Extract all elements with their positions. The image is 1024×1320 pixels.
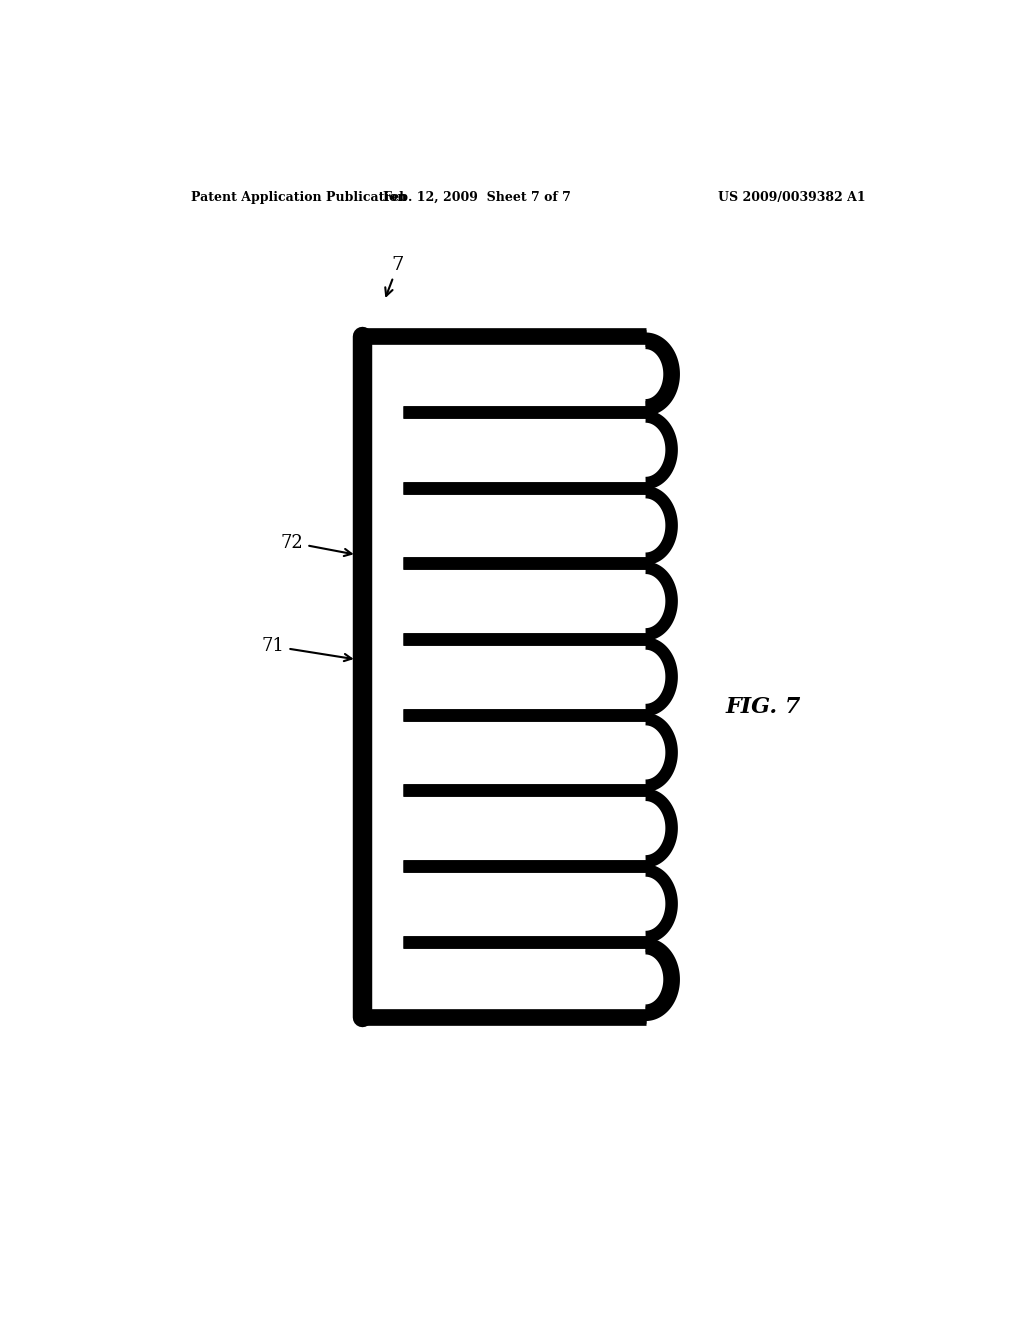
Text: Feb. 12, 2009  Sheet 7 of 7: Feb. 12, 2009 Sheet 7 of 7 <box>383 190 571 203</box>
Text: 72: 72 <box>281 533 351 556</box>
Text: US 2009/0039382 A1: US 2009/0039382 A1 <box>719 190 866 203</box>
Text: 71: 71 <box>262 638 351 661</box>
Text: 7: 7 <box>385 256 404 296</box>
Text: Patent Application Publication: Patent Application Publication <box>191 190 407 203</box>
Text: FIG. 7: FIG. 7 <box>725 696 801 718</box>
